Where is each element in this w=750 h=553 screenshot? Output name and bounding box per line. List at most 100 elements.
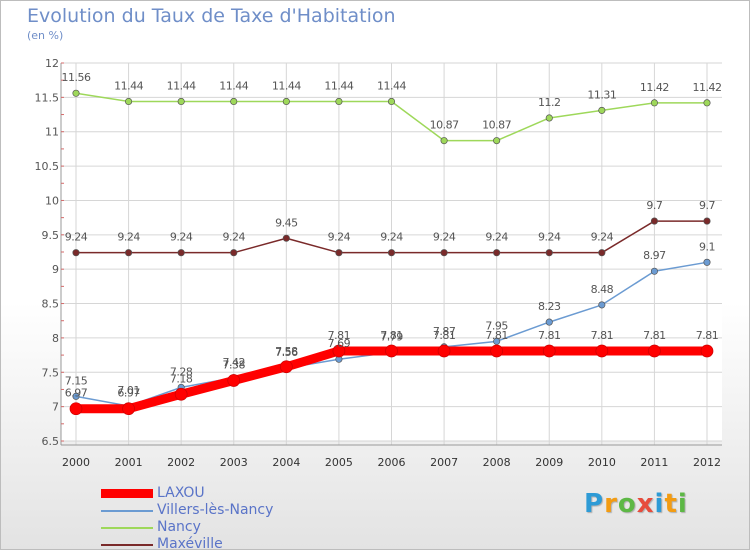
data-label: 9.24 [591, 231, 614, 244]
data-label: 7.87 [433, 325, 456, 338]
data-label: 6.97 [65, 387, 88, 400]
data-point [332, 344, 346, 358]
data-point [493, 249, 501, 257]
legend-label: Nancy [157, 519, 201, 535]
data-label: 11.44 [324, 79, 353, 92]
x-tick-label: 2010 [588, 456, 616, 469]
logo-letter: i [654, 489, 665, 519]
legend-label: LAXOU [157, 485, 205, 501]
data-label: 11.42 [693, 81, 722, 94]
data-point [440, 137, 448, 145]
data-point [542, 344, 556, 358]
data-point [493, 137, 501, 145]
data-label: 7.79 [380, 330, 403, 343]
data-point [703, 99, 711, 107]
data-label: 7.81 [380, 329, 403, 342]
data-point [125, 97, 133, 106]
data-label: 10.87 [482, 119, 511, 132]
logo-letter: r [604, 489, 618, 519]
data-label: 7.58 [275, 345, 298, 358]
data-label: 9.24 [170, 231, 193, 244]
data-point [545, 318, 553, 326]
x-tick-label: 2003 [220, 456, 248, 469]
data-point [545, 114, 553, 122]
data-point [545, 249, 553, 257]
logo-letter: t [664, 489, 678, 519]
data-label: 7.81 [643, 329, 666, 342]
x-tick-label: 2008 [483, 456, 511, 469]
y-tick-label: 7.5 [42, 366, 60, 379]
data-label: 7.81 [328, 329, 351, 342]
data-point [387, 249, 396, 257]
data-label: 11.56 [62, 71, 91, 84]
data-label: 11.2 [538, 96, 561, 109]
legend-swatch [101, 543, 153, 546]
data-point [437, 344, 451, 358]
x-tick-label: 2002 [167, 456, 195, 469]
data-label: 9.24 [485, 231, 508, 244]
data-label: 7.81 [591, 329, 614, 342]
y-tick-label: 11 [45, 126, 59, 139]
data-point [650, 217, 658, 225]
logo-letter: x [636, 489, 655, 519]
data-label: 7.81 [433, 329, 456, 342]
data-label: 11.44 [272, 79, 301, 92]
y-tick-label: 10.5 [35, 160, 60, 173]
legend-swatch [101, 526, 153, 529]
x-tick-label: 2005 [325, 456, 353, 469]
data-label: 9.1 [699, 240, 715, 253]
data-point [598, 301, 606, 309]
data-label: 11.44 [167, 79, 196, 92]
x-tick-label: 2011 [640, 456, 668, 469]
data-label: 7.15 [65, 374, 88, 387]
data-point [227, 374, 241, 387]
data-point [440, 249, 448, 257]
y-tick-label: 9 [52, 263, 59, 276]
legend-item: Maxéville [101, 536, 273, 553]
data-label: 9.24 [328, 231, 351, 244]
data-label: 11.44 [219, 79, 248, 92]
data-label: 11.42 [640, 81, 669, 94]
data-label: 6.97 [117, 387, 140, 400]
data-point [703, 258, 711, 266]
x-tick-label: 2007 [430, 456, 458, 469]
chart-legend: LAXOU Villers-lès-Nancy Nancy Maxéville [101, 485, 273, 553]
y-tick-label: 10 [45, 194, 59, 207]
data-point [230, 97, 238, 106]
data-label: 9.24 [433, 231, 456, 244]
data-label: 9.24 [223, 231, 246, 244]
data-point [650, 267, 658, 275]
x-tick-label: 2000 [62, 456, 90, 469]
chart-title: Evolution du Taux de Taxe d'Habitation [27, 5, 396, 27]
legend-label: Villers-lès-Nancy [157, 502, 274, 518]
data-label: 8.97 [643, 249, 666, 262]
data-label: 8.23 [538, 300, 561, 313]
x-tick-label: 2001 [115, 456, 143, 469]
data-label: 7.81 [485, 329, 508, 342]
data-point [700, 344, 714, 358]
data-label: 9.7 [646, 199, 662, 212]
data-point [335, 249, 343, 257]
data-point [174, 387, 188, 401]
legend-item: Villers-lès-Nancy [101, 502, 273, 519]
legend-swatch [101, 489, 153, 498]
y-tick-label: 8.5 [42, 298, 60, 311]
y-tick-label: 9.5 [42, 229, 60, 242]
data-label: 7.01 [117, 384, 140, 397]
legend-label: Maxéville [157, 536, 223, 552]
data-point [282, 234, 290, 242]
data-point [72, 249, 80, 257]
data-point [703, 217, 711, 225]
data-point [230, 249, 238, 257]
data-label: 9.45 [275, 216, 298, 229]
data-label: 8.48 [591, 283, 614, 296]
data-point [177, 249, 185, 257]
data-label: 7.69 [328, 337, 351, 350]
data-point [493, 337, 501, 345]
data-point [595, 344, 609, 358]
data-label: 7.81 [538, 329, 561, 342]
data-point [648, 344, 661, 358]
y-tick-label: 11.5 [35, 91, 60, 104]
